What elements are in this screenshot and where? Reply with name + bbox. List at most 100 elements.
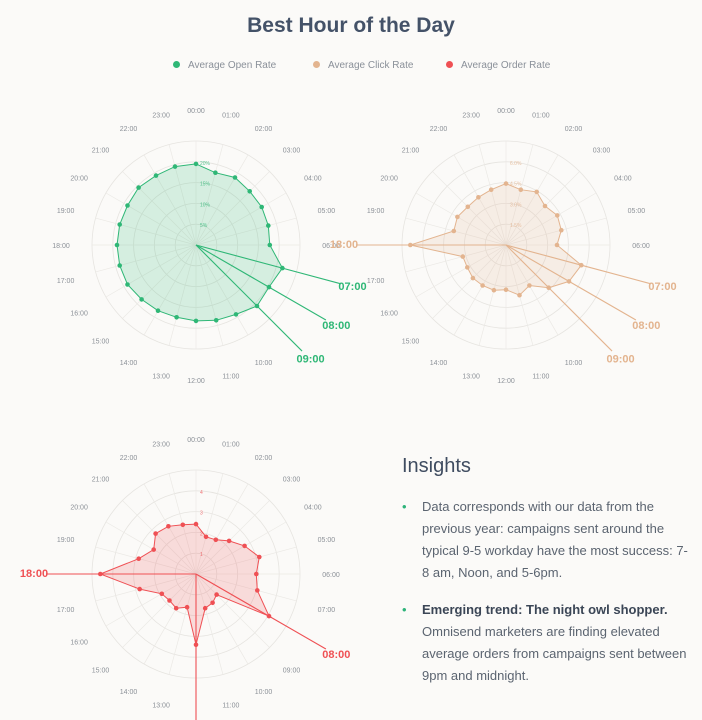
hour-label: 17:00 [367, 278, 385, 285]
insight-text-1: Data corresponds with our data from the … [422, 499, 688, 580]
data-point [559, 227, 564, 233]
data-point [566, 279, 572, 284]
data-point [534, 189, 539, 195]
grid-spoke [505, 154, 559, 246]
grid-spoke [168, 244, 197, 346]
data-point [159, 591, 165, 597]
grid-spoke [505, 171, 580, 246]
data-point [247, 189, 252, 194]
hour-label: 12:00 [497, 378, 515, 385]
hour-label: 22:00 [120, 455, 138, 462]
ring-label: 20% [200, 161, 211, 167]
data-point [153, 531, 158, 536]
grid-spoke [195, 217, 297, 246]
hour-label: 21:00 [92, 477, 110, 484]
hour-label: 16:00 [380, 311, 398, 318]
highlight-hour-label: 08:00 [322, 320, 350, 332]
grid-spoke [453, 154, 507, 246]
grid-spoke [122, 171, 197, 246]
grid-spoke [195, 473, 224, 575]
hour-label: 01:00 [532, 113, 550, 120]
hour-label: 06:00 [632, 243, 650, 250]
grid-spoke [143, 573, 197, 665]
insight-bullet-icon: • [402, 602, 407, 617]
grid-spoke [505, 192, 597, 246]
insight-bullet-icon: • [402, 499, 407, 514]
data-point [117, 263, 122, 268]
grid-spoke [143, 483, 197, 575]
grid-spoke [195, 244, 224, 346]
insights-panel: Insights • Data corresponds with our dat… [402, 455, 692, 702]
data-point [267, 242, 273, 248]
data-point [193, 642, 199, 647]
hour-label: 13:00 [152, 373, 170, 380]
ring-label: 3 [200, 511, 203, 517]
highlight-hour-label: 07:00 [648, 281, 676, 293]
data-point [470, 275, 476, 281]
data-point [266, 613, 272, 619]
grid-spoke [195, 573, 249, 665]
grid-spoke [168, 573, 197, 675]
data-point [172, 164, 178, 169]
hour-label: 13:00 [152, 702, 170, 709]
legend: Average Open Rate Average Click Rate Ave… [0, 60, 702, 76]
grid-spoke [143, 244, 197, 336]
hour-label: 03:00 [283, 148, 301, 155]
hour-label: 10:00 [255, 689, 273, 696]
hour-label: 05:00 [318, 208, 336, 215]
grid-spoke [105, 192, 197, 246]
hour-label: 02:00 [255, 455, 273, 462]
data-point [136, 185, 141, 190]
data-point [226, 538, 232, 544]
legend-order-label: Average Order Rate [461, 60, 551, 71]
data-point [254, 588, 260, 593]
hour-label: 16:00 [70, 640, 88, 647]
data-point [480, 283, 485, 288]
grid-spoke [95, 244, 197, 273]
hour-label: 15:00 [402, 339, 420, 346]
data-point [542, 203, 548, 209]
hour-label: 14:00 [120, 689, 138, 696]
data-point [527, 283, 532, 288]
ring-label: 3.0% [510, 202, 522, 208]
data-point [174, 315, 179, 320]
grid-spoke [143, 154, 197, 246]
data-point [460, 254, 466, 259]
grid-spoke [105, 521, 197, 575]
insights-title: Insights [402, 455, 471, 477]
hour-label: 03:00 [283, 477, 301, 484]
highlight-leader [548, 287, 613, 352]
data-point [465, 265, 470, 270]
grid-spoke [415, 192, 507, 246]
grid-spoke [478, 244, 507, 346]
data-point [193, 318, 199, 324]
hour-label: 13:00 [462, 373, 480, 380]
grid-spoke [95, 573, 197, 602]
hour-label: 15:00 [92, 668, 110, 675]
ring-label: 6.0% [510, 161, 522, 167]
hour-label: 05:00 [318, 537, 336, 544]
insight-heading-2: Emerging trend: The night owl shopper. [422, 602, 668, 617]
legend-item-click: Average Click Rate [313, 60, 413, 71]
grid-spoke [195, 573, 224, 675]
data-point [173, 605, 179, 611]
data-point [465, 204, 471, 210]
grid-spoke [195, 244, 249, 336]
legend-open-marker [173, 60, 180, 68]
ring-label: 1.5% [510, 223, 522, 229]
hour-label: 04:00 [304, 505, 322, 512]
highlight-line [195, 244, 270, 288]
hour-label: 01:00 [222, 113, 240, 120]
highlight-hour-label: 09:00 [297, 354, 325, 366]
grid-spoke [195, 546, 297, 575]
data-point [254, 303, 260, 309]
page-title: Best Hour of the Day [247, 14, 455, 37]
data-point [554, 242, 560, 248]
ring-label: 15% [200, 182, 211, 188]
highlight-leader [581, 264, 652, 285]
hour-label: 23:00 [152, 442, 170, 449]
grid-spoke [195, 171, 270, 246]
highlight-leader [268, 286, 327, 321]
grid-spoke [195, 144, 224, 246]
